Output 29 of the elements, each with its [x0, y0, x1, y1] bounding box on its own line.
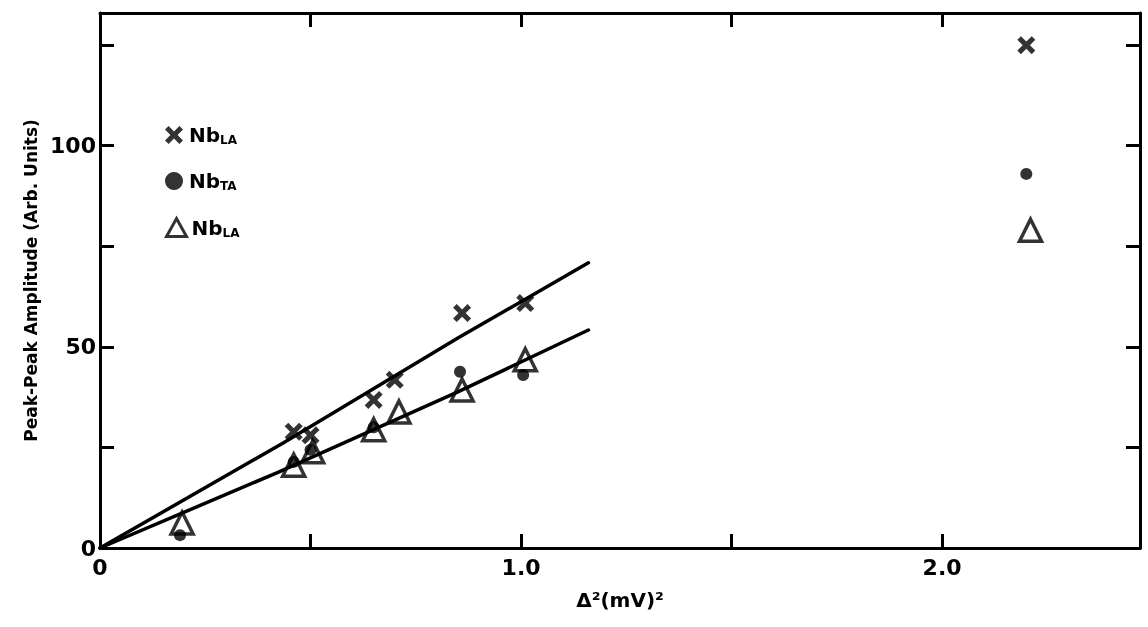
point [454, 365, 466, 378]
point [511, 344, 539, 373]
point [360, 414, 388, 443]
point [299, 439, 326, 465]
point [386, 399, 412, 425]
point [284, 422, 303, 441]
point [280, 452, 307, 478]
point [174, 529, 186, 542]
x-tick-label: 1.0 [501, 554, 541, 580]
point [516, 294, 535, 313]
y-tick-label: 50 [65, 334, 96, 360]
point [449, 377, 475, 403]
point [1017, 217, 1044, 243]
point [1020, 167, 1033, 180]
point [517, 369, 530, 382]
legend-label: NbTA [189, 169, 238, 193]
point [364, 390, 383, 409]
point [301, 426, 320, 445]
y-tick-label: 0 [80, 535, 96, 561]
point [1017, 36, 1036, 55]
y-tick-label: 100 [50, 133, 96, 159]
point [169, 510, 195, 536]
y-axis-title: Peak-Peak Amplitude (Arb. Units) [20, 119, 41, 442]
legend-label: NbLA [191, 215, 241, 240]
legend-label: NbLA [189, 123, 238, 147]
point [453, 304, 472, 323]
x-axis-title: Δ²(mV)² [576, 588, 664, 612]
x-tick-label: 2.0 [922, 554, 962, 580]
point [385, 370, 404, 389]
